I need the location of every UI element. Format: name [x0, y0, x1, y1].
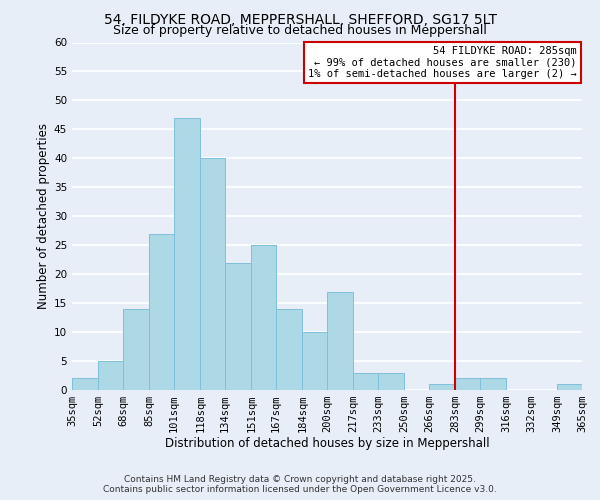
Bar	[276, 309, 302, 390]
Bar	[149, 234, 174, 390]
Bar	[480, 378, 506, 390]
Text: 54, FILDYKE ROAD, MEPPERSHALL, SHEFFORD, SG17 5LT: 54, FILDYKE ROAD, MEPPERSHALL, SHEFFORD,…	[104, 12, 497, 26]
Bar	[72, 378, 98, 390]
Text: Contains HM Land Registry data © Crown copyright and database right 2025.
Contai: Contains HM Land Registry data © Crown c…	[103, 474, 497, 494]
Bar	[98, 361, 123, 390]
Bar	[225, 262, 251, 390]
Bar	[429, 384, 455, 390]
Bar	[327, 292, 353, 390]
Bar	[200, 158, 225, 390]
X-axis label: Distribution of detached houses by size in Meppershall: Distribution of detached houses by size …	[164, 436, 490, 450]
Bar	[251, 245, 276, 390]
Bar	[557, 384, 582, 390]
Y-axis label: Number of detached properties: Number of detached properties	[37, 123, 50, 309]
Bar	[174, 118, 200, 390]
Bar	[353, 372, 378, 390]
Bar	[123, 309, 149, 390]
Text: Size of property relative to detached houses in Meppershall: Size of property relative to detached ho…	[113, 24, 487, 37]
Bar	[378, 372, 404, 390]
Bar	[302, 332, 327, 390]
Bar	[455, 378, 480, 390]
Text: 54 FILDYKE ROAD: 285sqm
← 99% of detached houses are smaller (230)
1% of semi-de: 54 FILDYKE ROAD: 285sqm ← 99% of detache…	[308, 46, 577, 79]
